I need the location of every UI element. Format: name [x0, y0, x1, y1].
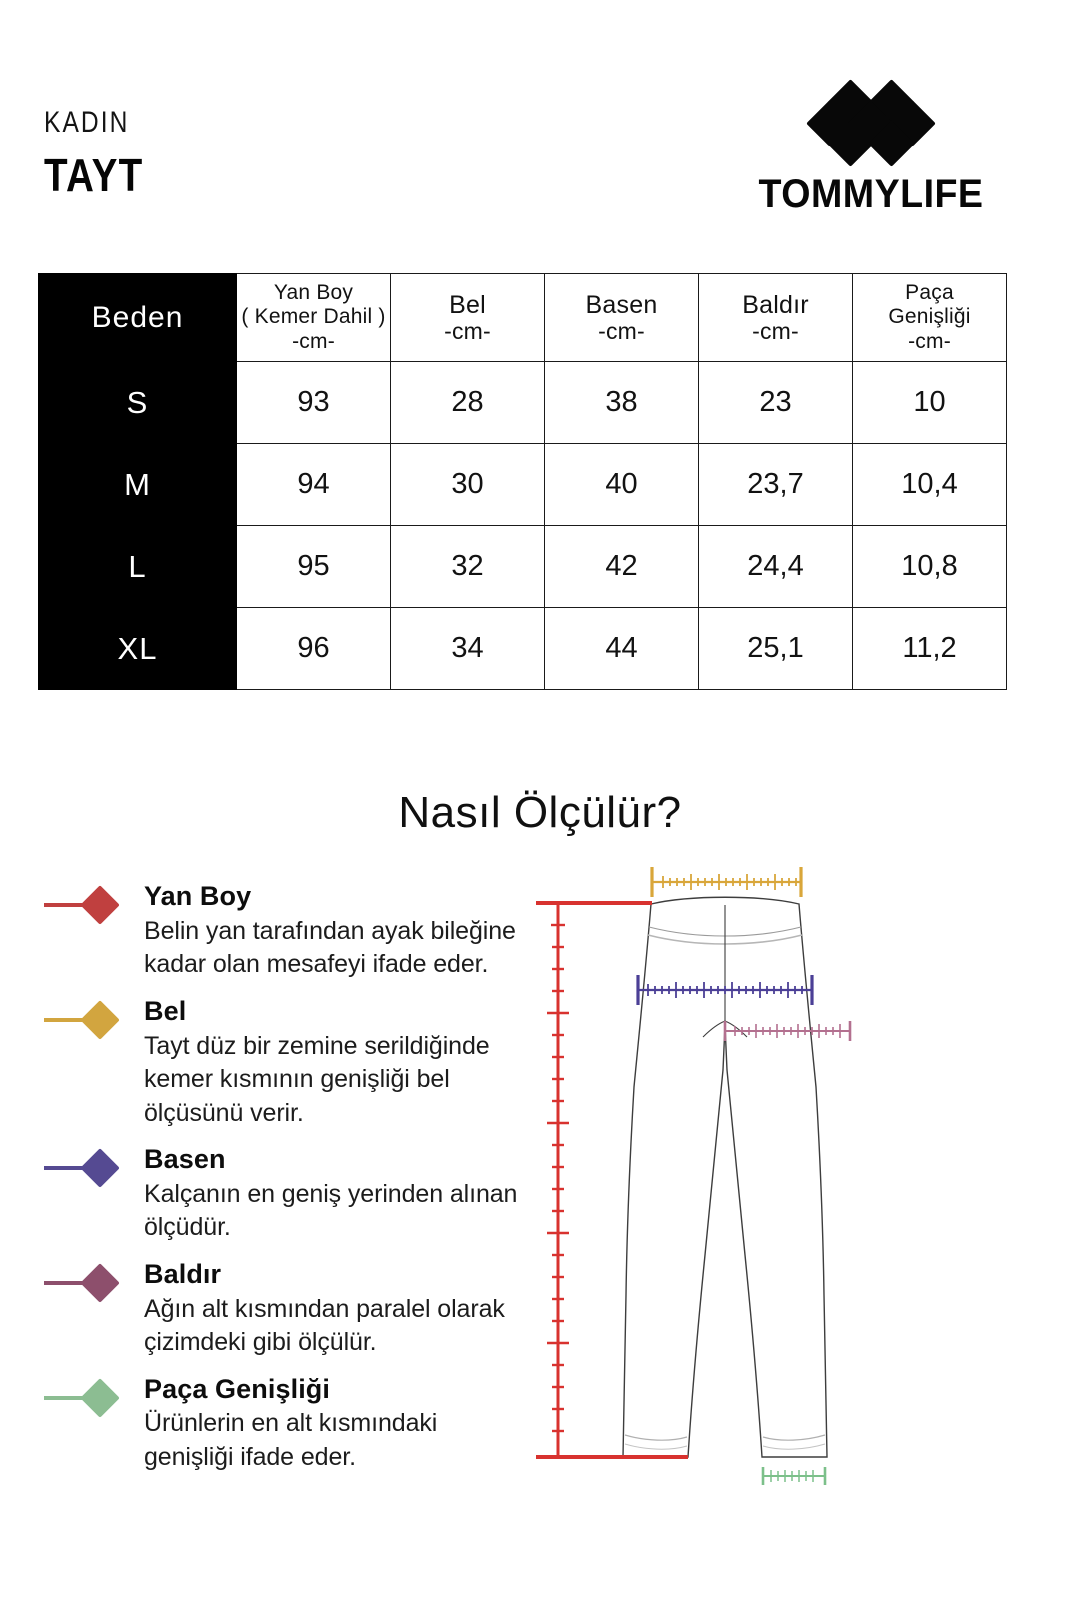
cell-baldir: 25,1 — [698, 607, 853, 690]
table-row: S 93 28 38 23 10 — [38, 361, 1007, 444]
header-unit-yan-boy: -cm- — [292, 329, 335, 353]
product-title: TAYT — [44, 149, 144, 201]
header-label-bel: Bel — [449, 290, 486, 319]
header-sub-paca: Genişliği — [888, 305, 971, 329]
cell-basen: 40 — [544, 443, 699, 526]
cell-paca: 10,4 — [852, 443, 1007, 526]
cell-size: M — [38, 443, 237, 526]
diamond-marker-icon — [44, 885, 136, 925]
diamond-marker-icon — [44, 1262, 136, 1303]
legend-title: Bel — [144, 995, 187, 1026]
cell-yan-boy: 93 — [236, 361, 391, 444]
diamond-grid-icon — [801, 79, 941, 167]
cell-baldir: 23 — [698, 361, 853, 444]
ankle-cuff-left-2 — [624, 1443, 688, 1450]
ankle-cuff-right — [762, 1434, 826, 1441]
cell-size: XL — [38, 607, 237, 690]
cell-yan-boy: 96 — [236, 607, 391, 690]
header-unit-paca: -cm- — [908, 329, 951, 353]
legend-description: Ürünlerin en alt kısmındaki genişliği if… — [144, 1409, 438, 1471]
cell-bel: 34 — [390, 607, 545, 690]
measurement-legend: Yan Boy Belin yan tarafından ayak bileği… — [44, 880, 524, 1487]
size-table: Beden Yan Boy ( Kemer Dahil ) -cm- Bel -… — [38, 273, 1007, 690]
cell-yan-boy: 94 — [236, 443, 391, 526]
diamond-marker-icon — [44, 999, 136, 1040]
legend-description: Kalçanın en geniş yerinden alınan ölçüdü… — [144, 1179, 518, 1242]
table-row: L 95 32 42 24,4 10,8 — [38, 525, 1007, 608]
leggings-outline-icon — [622, 896, 828, 1458]
cell-bel: 30 — [390, 443, 545, 526]
header-label-baldir: Baldır — [742, 290, 809, 319]
legend-item-yan-boy: Yan Boy Belin yan tarafından ayak bileği… — [44, 880, 524, 982]
cell-yan-boy: 95 — [236, 525, 391, 608]
diamond-marker-icon — [44, 1148, 136, 1188]
ankle-cuff-left — [624, 1434, 688, 1441]
cell-size: L — [38, 525, 237, 608]
basen-ruler — [636, 975, 814, 1005]
header-cell-basen: Basen -cm- — [544, 273, 699, 362]
legend-item-paca-genisligi: Paça Genişliği Ürünlerin en alt kısmında… — [44, 1373, 524, 1475]
bel-ruler — [650, 867, 803, 897]
diamond-marker-icon — [44, 1377, 136, 1418]
header-sub-yan-boy: ( Kemer Dahil ) — [241, 305, 386, 329]
table-row: M 94 30 40 23,7 10,4 — [38, 443, 1007, 526]
header-cell-yan-boy: Yan Boy ( Kemer Dahil ) -cm- — [236, 273, 391, 362]
legend-title: Yan Boy — [144, 881, 252, 911]
cell-bel: 28 — [390, 361, 545, 444]
baldir-ruler — [723, 1021, 852, 1041]
header-unit-basen: -cm- — [598, 317, 645, 344]
table-header-row: Beden Yan Boy ( Kemer Dahil ) -cm- Bel -… — [38, 273, 1007, 362]
legend-item-basen: Basen Kalçanın en geniş yerinden alınan … — [44, 1143, 524, 1245]
cell-baldir: 23,7 — [698, 443, 853, 526]
cell-bel: 32 — [390, 525, 545, 608]
leggings-diagram — [520, 855, 950, 1515]
header-unit-bel: -cm- — [444, 317, 491, 344]
legend-description: Ağın alt kısmından paralel olarak çizimd… — [144, 1294, 505, 1357]
table-body: S 93 28 38 23 10 M 94 30 40 23,7 10,4 L … — [38, 361, 1007, 690]
cell-basen: 42 — [544, 525, 699, 608]
header-label-beden: Beden — [91, 300, 184, 334]
title-block: KADIN TAYT — [44, 106, 162, 201]
brand-name: TOMMYLIFE — [758, 172, 984, 216]
cell-basen: 44 — [544, 607, 699, 690]
ankle-cuff-right-2 — [762, 1443, 826, 1450]
cell-baldir: 24,4 — [698, 525, 853, 608]
header-cell-paca: Paça Genişliği -cm- — [852, 273, 1007, 362]
legend-item-bel: Bel Tayt düz bir zemine serildiğinde kem… — [44, 995, 524, 1130]
legend-description: Belin yan tarafından ayak bileğine kadar… — [144, 916, 516, 979]
header-label-yan-boy: Yan Boy — [273, 280, 354, 304]
page-header: KADIN TAYT TOMMYLIFE — [0, 0, 1080, 250]
legend-item-baldir: Baldır Ağın alt kısmından paralel olarak… — [44, 1258, 524, 1360]
cell-size: S — [38, 361, 237, 444]
cell-paca: 10 — [852, 361, 1007, 444]
header-cell-bel: Bel -cm- — [390, 273, 545, 362]
cell-paca: 10,8 — [852, 525, 1007, 608]
header-label-basen: Basen — [585, 290, 658, 319]
legend-title: Paça Genişliği — [144, 1373, 330, 1404]
header-unit-baldir: -cm- — [752, 317, 799, 344]
header-label-paca: Paça — [905, 280, 954, 304]
header-cell-baldir: Baldır -cm- — [698, 273, 853, 362]
yan-boy-ruler — [536, 901, 688, 1459]
legend-description: Tayt düz bir zemine serildiğinde kemer k… — [144, 1031, 490, 1127]
header-cell-beden: Beden — [38, 273, 237, 362]
legend-title: Basen — [144, 1144, 226, 1174]
category-label: KADIN — [44, 106, 130, 139]
table-header: Beden Yan Boy ( Kemer Dahil ) -cm- Bel -… — [38, 273, 1007, 362]
cell-paca: 11,2 — [852, 607, 1007, 690]
brand-logo: TOMMYLIFE — [736, 79, 1006, 216]
legend-title: Baldır — [144, 1258, 222, 1289]
table-row: XL 96 34 44 25,1 11,2 — [38, 607, 1007, 690]
paca-ruler — [761, 1467, 827, 1485]
how-to-measure-title: Nasıl Ölçülür? — [398, 788, 682, 837]
cell-basen: 38 — [544, 361, 699, 444]
